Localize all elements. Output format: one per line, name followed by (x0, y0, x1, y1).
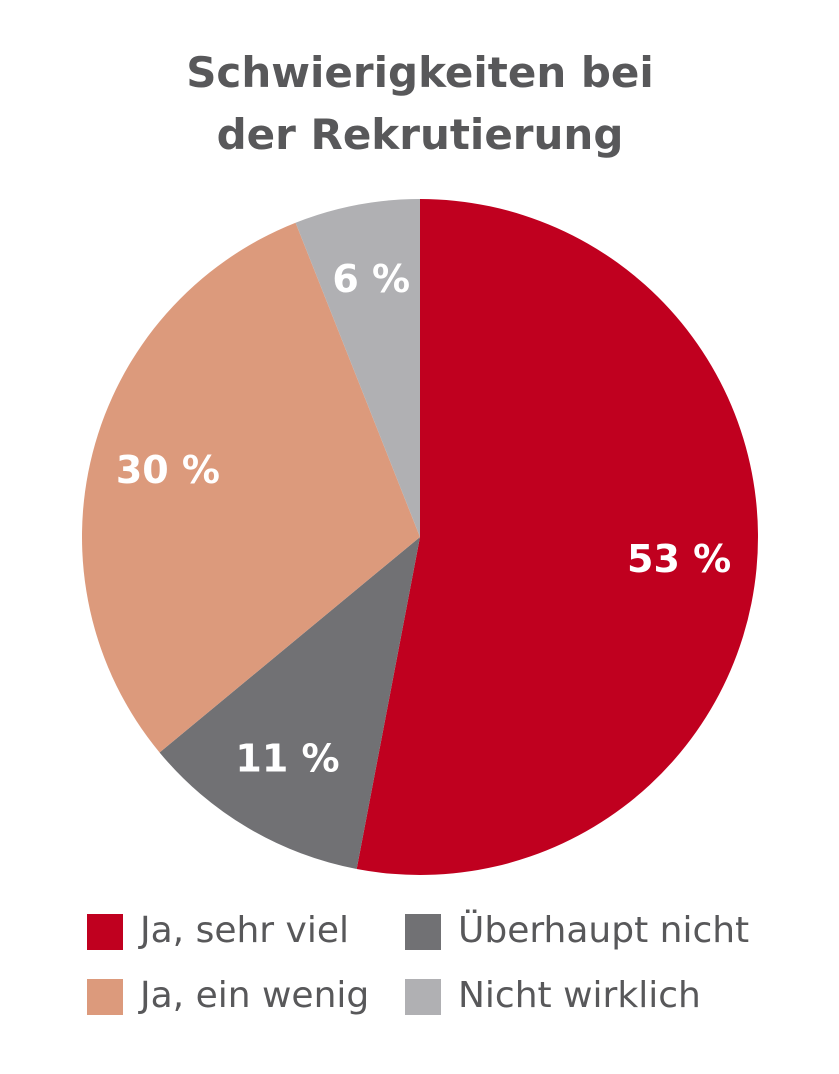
pie-slice (81, 222, 420, 753)
pie-slice (356, 199, 758, 875)
value-label: 11 % (235, 737, 339, 781)
pie-slice (295, 199, 420, 537)
chart-title: Schwierigkeiten bei der Rekrutierung (186, 48, 654, 159)
legend-label: Ja, ein wenig (138, 975, 369, 1016)
legend-swatch (87, 914, 123, 950)
legend-label: Überhaupt nicht (458, 909, 749, 951)
pie-slice (159, 537, 420, 870)
legend-label: Nicht wirklich (458, 975, 701, 1016)
legend-label: Ja, sehr viel (138, 910, 349, 951)
value-label: 53 % (627, 537, 731, 581)
legend-swatch (405, 979, 441, 1015)
legend-swatch (87, 979, 123, 1015)
value-label: 30 % (116, 448, 220, 492)
legend-swatch (405, 914, 441, 950)
value-label: 6 % (332, 257, 410, 301)
